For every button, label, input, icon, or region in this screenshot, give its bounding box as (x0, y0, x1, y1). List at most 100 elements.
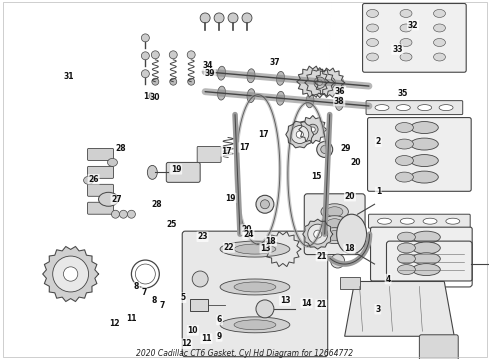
Circle shape (64, 267, 78, 281)
Ellipse shape (336, 96, 343, 111)
Text: 18: 18 (266, 237, 276, 246)
Text: 21: 21 (317, 252, 327, 261)
Ellipse shape (395, 156, 414, 166)
Ellipse shape (234, 282, 276, 292)
Text: 2020 Cadillac CT6 Gasket, Cyl Hd Diagram for 12664772: 2020 Cadillac CT6 Gasket, Cyl Hd Diagram… (136, 349, 354, 358)
Ellipse shape (326, 231, 343, 240)
Circle shape (214, 13, 224, 23)
Text: 19: 19 (171, 165, 181, 174)
Circle shape (142, 52, 149, 60)
Circle shape (169, 51, 177, 59)
Text: 17: 17 (258, 130, 269, 139)
Text: 11: 11 (126, 314, 137, 323)
Ellipse shape (400, 24, 412, 32)
Ellipse shape (397, 265, 416, 275)
Ellipse shape (434, 9, 445, 17)
Circle shape (317, 141, 333, 157)
Text: 12: 12 (181, 339, 192, 348)
Text: 36: 36 (335, 87, 345, 96)
Circle shape (310, 79, 316, 85)
Text: 33: 33 (392, 45, 403, 54)
Ellipse shape (423, 218, 437, 224)
Circle shape (256, 300, 274, 318)
Ellipse shape (411, 122, 438, 134)
Polygon shape (315, 68, 344, 97)
Circle shape (291, 126, 309, 144)
Text: 20: 20 (345, 192, 355, 201)
Text: 23: 23 (197, 232, 208, 241)
Text: 2: 2 (376, 137, 381, 146)
Ellipse shape (336, 77, 343, 90)
Text: 32: 32 (408, 21, 418, 30)
FancyBboxPatch shape (419, 335, 458, 360)
Circle shape (331, 254, 344, 268)
Circle shape (120, 210, 127, 218)
Text: 28: 28 (151, 200, 162, 209)
Ellipse shape (306, 94, 314, 108)
Circle shape (228, 13, 238, 23)
Ellipse shape (413, 242, 441, 254)
Ellipse shape (397, 243, 416, 253)
Circle shape (296, 131, 303, 138)
Text: 39: 39 (205, 69, 215, 78)
Circle shape (280, 246, 286, 252)
Ellipse shape (220, 241, 290, 257)
Text: 8: 8 (134, 283, 139, 292)
Text: 11: 11 (201, 334, 212, 343)
Text: 24: 24 (243, 230, 254, 239)
Text: 38: 38 (334, 96, 344, 105)
Ellipse shape (367, 53, 378, 61)
Ellipse shape (411, 154, 438, 167)
Text: 18: 18 (344, 244, 355, 253)
Text: 9: 9 (217, 332, 222, 341)
Text: 37: 37 (270, 58, 280, 67)
Circle shape (321, 145, 329, 153)
Ellipse shape (395, 139, 414, 149)
Ellipse shape (397, 254, 416, 264)
Ellipse shape (413, 264, 441, 275)
Ellipse shape (107, 158, 118, 166)
FancyBboxPatch shape (88, 184, 114, 196)
FancyBboxPatch shape (182, 231, 328, 357)
FancyBboxPatch shape (197, 147, 221, 162)
Text: 28: 28 (115, 144, 126, 153)
Ellipse shape (220, 279, 290, 295)
Circle shape (188, 78, 195, 85)
Bar (340, 277, 360, 289)
Polygon shape (286, 121, 314, 148)
Ellipse shape (413, 231, 441, 243)
Ellipse shape (276, 71, 285, 85)
Circle shape (314, 230, 322, 238)
FancyBboxPatch shape (88, 148, 114, 161)
Circle shape (192, 271, 208, 287)
Ellipse shape (218, 86, 225, 100)
Ellipse shape (234, 244, 276, 254)
Ellipse shape (218, 66, 225, 80)
Ellipse shape (367, 9, 378, 17)
Text: 14: 14 (301, 298, 312, 307)
Circle shape (314, 77, 325, 88)
Ellipse shape (400, 218, 414, 224)
Ellipse shape (326, 219, 343, 229)
Circle shape (152, 78, 159, 85)
Text: 17: 17 (221, 147, 232, 156)
Ellipse shape (434, 53, 445, 61)
Ellipse shape (400, 9, 412, 17)
Text: 5: 5 (180, 293, 186, 302)
Text: 30: 30 (150, 93, 160, 102)
Text: 29: 29 (341, 144, 351, 153)
Text: 12: 12 (109, 319, 120, 328)
Text: 19: 19 (225, 194, 236, 203)
Ellipse shape (411, 171, 438, 183)
Circle shape (261, 200, 270, 209)
Ellipse shape (337, 214, 367, 254)
Polygon shape (303, 219, 333, 249)
Circle shape (142, 70, 149, 78)
Ellipse shape (107, 194, 118, 202)
Ellipse shape (446, 218, 460, 224)
Ellipse shape (418, 105, 432, 111)
Circle shape (242, 13, 252, 23)
Circle shape (53, 256, 89, 292)
Circle shape (327, 80, 332, 85)
Polygon shape (43, 247, 98, 301)
